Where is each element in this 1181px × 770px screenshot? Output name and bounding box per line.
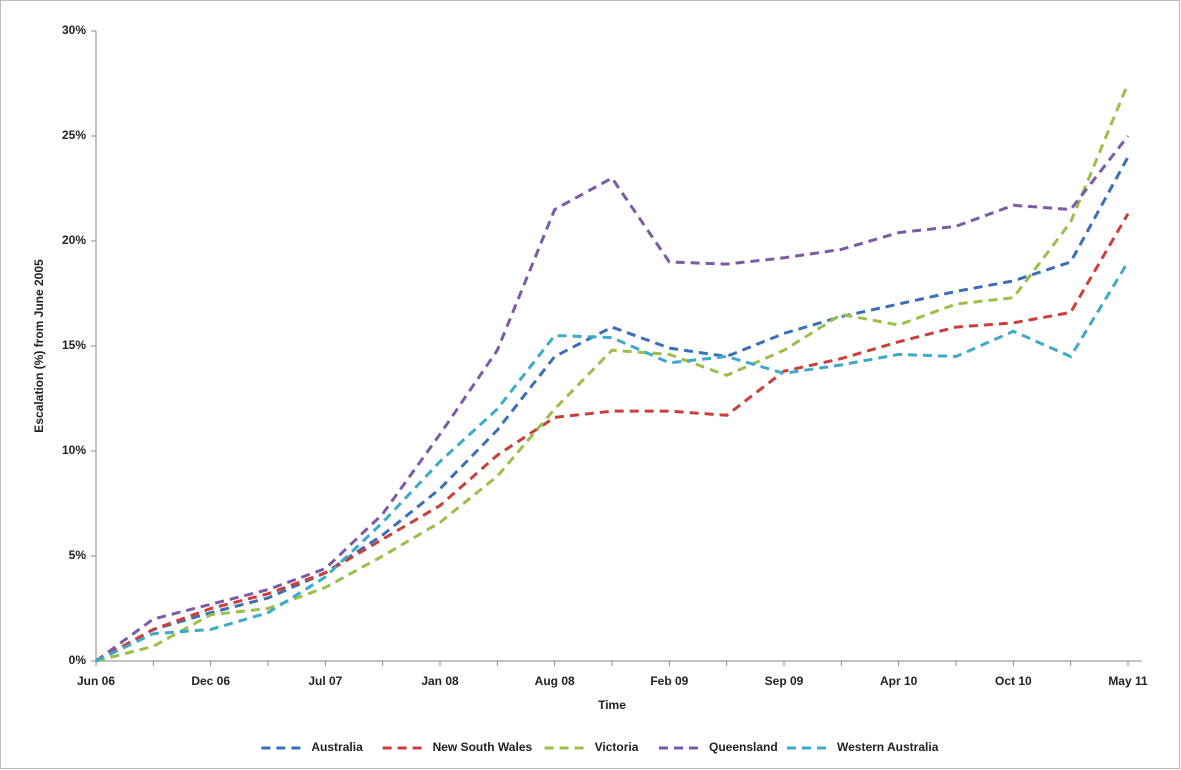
y-tick-label: 10% xyxy=(62,443,86,457)
x-tick-label: Jul 07 xyxy=(308,674,342,688)
x-tick-label: May 11 xyxy=(1108,674,1148,688)
x-axis-title: Time xyxy=(598,698,626,712)
y-tick-label: 15% xyxy=(62,338,86,352)
legend-label: Western Australia xyxy=(837,740,939,754)
x-tick-label: Oct 10 xyxy=(995,674,1032,688)
y-axis-title: Escalation (%) from June 2005 xyxy=(32,259,46,433)
legend-label: Victoria xyxy=(595,740,639,754)
x-tick-label: Jun 06 xyxy=(77,674,115,688)
series-line xyxy=(95,156,1130,663)
x-tick-label: Apr 10 xyxy=(880,674,918,688)
legend-label: Queensland xyxy=(709,740,778,754)
x-tick-label: Feb 09 xyxy=(650,674,688,688)
legend-label: Australia xyxy=(311,740,363,754)
series-line xyxy=(95,82,1130,663)
y-tick-label: 25% xyxy=(62,128,86,142)
series-line xyxy=(95,261,1130,663)
x-tick-label: Dec 06 xyxy=(191,674,230,688)
y-tick-label: 20% xyxy=(62,233,86,247)
x-tick-label: Jan 08 xyxy=(421,674,459,688)
y-tick-label: 5% xyxy=(69,548,87,562)
x-tick-label: Aug 08 xyxy=(535,674,575,688)
series-line xyxy=(95,212,1130,663)
y-tick-label: 0% xyxy=(69,653,87,667)
x-tick-label: Sep 09 xyxy=(765,674,804,688)
y-tick-label: 30% xyxy=(62,23,86,37)
legend-label: New South Wales xyxy=(433,740,533,754)
